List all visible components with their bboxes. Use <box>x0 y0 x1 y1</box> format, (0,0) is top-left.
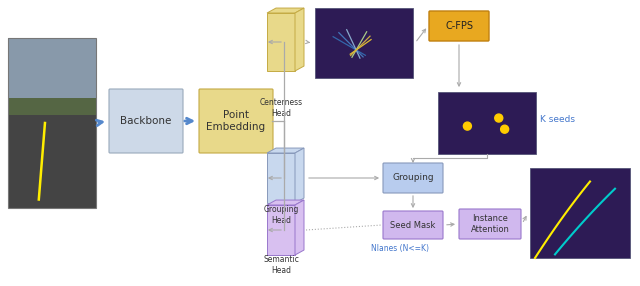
FancyBboxPatch shape <box>383 163 443 193</box>
FancyBboxPatch shape <box>8 110 96 208</box>
Text: C-FPS: C-FPS <box>445 21 473 31</box>
Polygon shape <box>267 8 304 13</box>
Text: Grouping: Grouping <box>392 174 434 182</box>
Text: Instance
Attention: Instance Attention <box>470 214 509 234</box>
Circle shape <box>463 122 472 130</box>
Text: Nlanes (N<=K): Nlanes (N<=K) <box>371 243 429 253</box>
Polygon shape <box>267 148 304 153</box>
FancyBboxPatch shape <box>530 168 630 258</box>
Text: Semantic
Head: Semantic Head <box>263 255 299 275</box>
FancyBboxPatch shape <box>8 38 96 110</box>
FancyBboxPatch shape <box>199 89 273 153</box>
FancyBboxPatch shape <box>315 8 413 78</box>
FancyBboxPatch shape <box>459 209 521 239</box>
Polygon shape <box>295 200 304 255</box>
Polygon shape <box>295 8 304 71</box>
Circle shape <box>500 125 509 133</box>
Text: Centerness
Head: Centerness Head <box>259 98 303 118</box>
Text: Point
Embedding: Point Embedding <box>207 110 266 132</box>
FancyBboxPatch shape <box>383 211 443 239</box>
Polygon shape <box>295 148 304 203</box>
FancyBboxPatch shape <box>109 89 183 153</box>
Text: Grouping
Head: Grouping Head <box>263 205 299 225</box>
Polygon shape <box>267 13 295 71</box>
Text: K seeds: K seeds <box>540 116 575 124</box>
Text: Seed Mask: Seed Mask <box>390 221 436 229</box>
FancyBboxPatch shape <box>8 98 96 114</box>
Polygon shape <box>267 200 304 205</box>
FancyBboxPatch shape <box>438 92 536 154</box>
FancyBboxPatch shape <box>429 11 489 41</box>
Circle shape <box>495 114 503 122</box>
Polygon shape <box>267 205 295 255</box>
Polygon shape <box>267 153 295 203</box>
Text: Backbone: Backbone <box>120 116 172 126</box>
